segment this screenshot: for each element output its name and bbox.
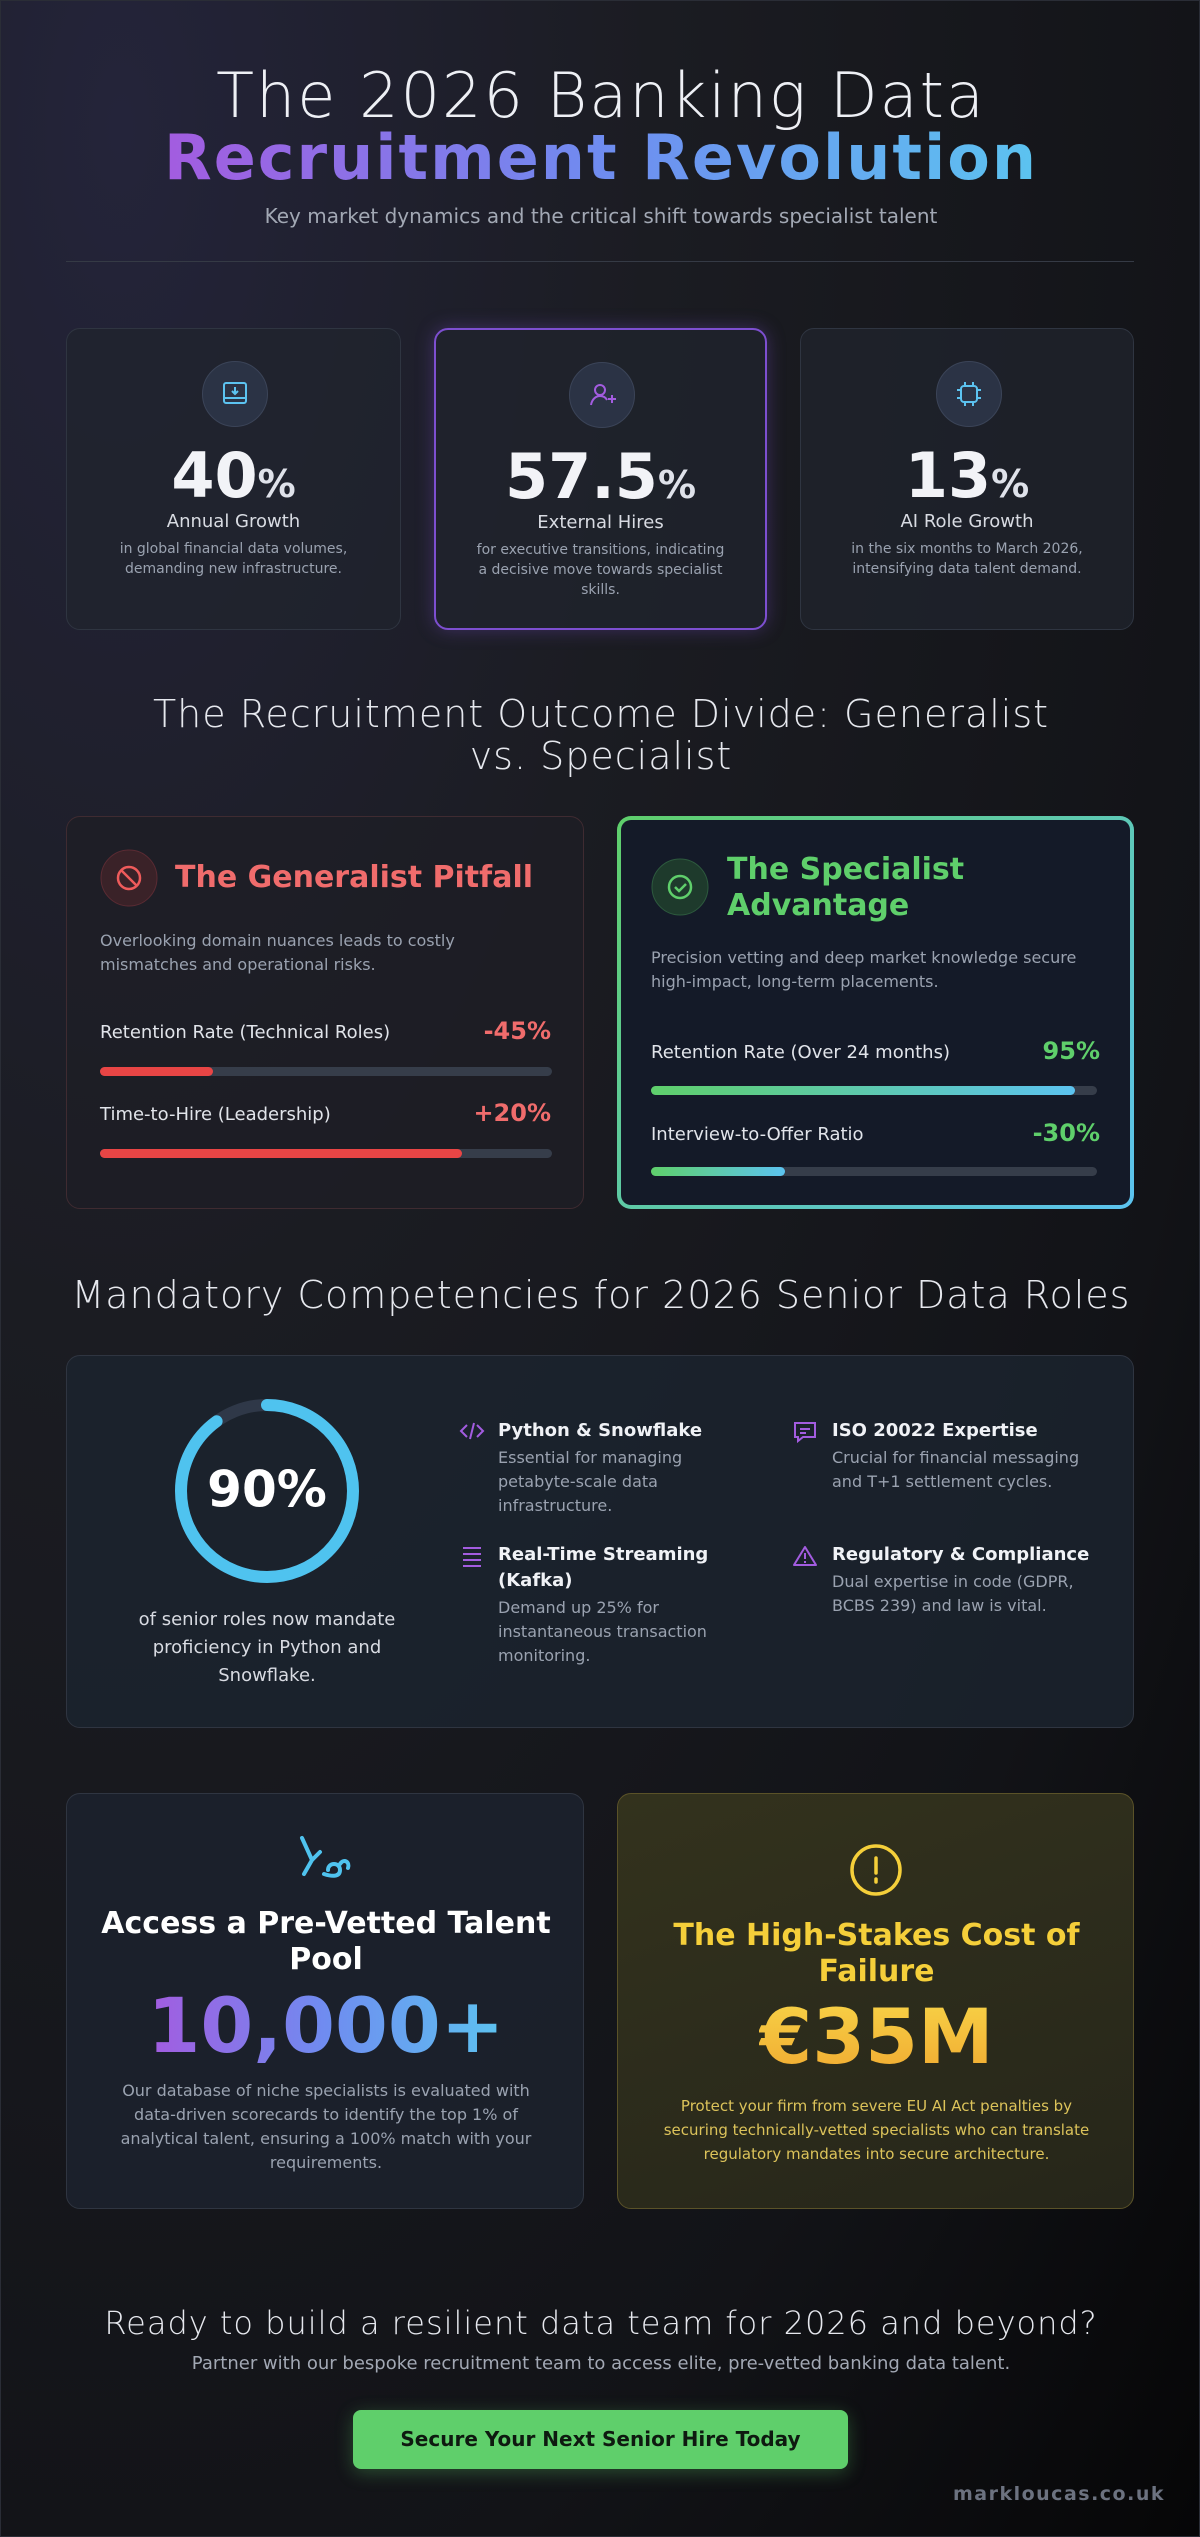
card-desc: Precision vetting and deep market knowle… <box>651 948 1077 991</box>
metric-value: +20% <box>473 1099 551 1127</box>
icon <box>794 1422 816 1444</box>
title-line: Recruitment Revolution <box>164 121 1038 194</box>
item-desc: Dual expertise in code (GDPR, BCBS 239) … <box>832 1572 1074 1615</box>
number: 40 <box>171 439 258 512</box>
cta-button[interactable]: Secure Your Next Senior Hire Today <box>353 2410 848 2469</box>
talent-number: 10,000+ <box>67 1981 585 2070</box>
item-title: Python & Snowflake <box>498 1420 703 1441</box>
metric-value: -30% <box>1032 1119 1100 1147</box>
divider <box>66 261 1134 262</box>
metric-label: Retention Rate (Over 24 months) <box>651 1042 950 1063</box>
unit: % <box>257 462 296 506</box>
item-title: ISO 20022 Expertise <box>832 1420 1038 1441</box>
number: 13 <box>904 439 992 512</box>
stat-value: 57.5% <box>436 440 765 513</box>
card-title: The Specialist Advantage <box>727 852 965 923</box>
bar <box>100 1067 213 1076</box>
card-title: The High-Stakes Cost of Failure <box>673 1918 1080 1989</box>
icon <box>793 1546 817 1566</box>
bar-track <box>100 1149 552 1158</box>
ring-caption: of senior roles now mandate proficiency … <box>138 1609 396 1686</box>
generalist-card: The Generalist Pitfall Overlooking domai… <box>66 816 584 1209</box>
metric-label: Retention Rate (Technical Roles) <box>100 1022 391 1043</box>
card-title: The Generalist Pitfall <box>175 860 534 895</box>
icon <box>202 361 268 427</box>
bar <box>651 1086 1075 1095</box>
ring-label: 90% <box>207 1461 327 1519</box>
subtitle: Key market dynamics and the critical shi… <box>264 204 938 228</box>
ring-chart: 90% <box>175 1399 359 1583</box>
unit: % <box>991 462 1030 506</box>
card-title: Access a Pre-Vetted Talent Pool <box>101 1906 551 1977</box>
stat-desc: in global financial data volumes, demand… <box>119 541 348 577</box>
stat-desc: for executive transitions, indicating a … <box>476 542 725 598</box>
icon <box>569 362 635 428</box>
bar-track <box>651 1086 1097 1095</box>
stat-card: 40% Annual Growth in global financial da… <box>66 328 401 630</box>
metric-value: 95% <box>1042 1037 1100 1065</box>
stat-value: 40% <box>67 439 400 512</box>
title: The 2026 Banking Data <box>216 59 986 132</box>
stat-desc: in the six months to March 2026, intensi… <box>851 541 1083 577</box>
item-desc: Crucial for financial messaging and T+1 … <box>832 1448 1080 1491</box>
footer: markloucas.co.uk <box>952 2483 1165 2505</box>
bar-track <box>100 1067 552 1076</box>
item-desc: Demand up 25% for instantaneous transact… <box>498 1598 707 1665</box>
metric-value: -45% <box>483 1017 551 1045</box>
stat-card: 57.5% External Hires for executive trans… <box>434 328 767 630</box>
cta-title: Ready to build a resilient data team for… <box>104 2304 1098 2342</box>
ring-arc <box>175 1399 359 1583</box>
icon <box>463 1547 481 1567</box>
metric-label: Time-to-Hire (Leadership) <box>100 1104 331 1125</box>
item-desc: Essential for managing petabyte-scale da… <box>498 1448 683 1515</box>
stat-value: 13% <box>801 439 1133 512</box>
big-number: €35M <box>759 1992 994 2081</box>
metric-label: Interview-to-Offer Ratio <box>651 1124 864 1145</box>
card-desc: Overlooking domain nuances leads to cost… <box>100 931 455 974</box>
stat-label: External Hires <box>537 512 664 533</box>
item-title: Regulatory & Compliance <box>832 1544 1090 1565</box>
cost-number: €35M <box>618 1992 1135 2081</box>
card-desc: Protect your firm from severe EU AI Act … <box>663 2097 1090 2163</box>
talent-card: Access a Pre-Vetted Talent Pool 10,000+ … <box>66 1793 584 2209</box>
number: 57.5 <box>504 440 658 513</box>
cost-card: The High-Stakes Cost of Failure €35M Pro… <box>617 1793 1134 2209</box>
stat-label: Annual Growth <box>166 511 301 532</box>
bar <box>651 1167 785 1176</box>
section-title: Mandatory Competencies for 2026 Senior D… <box>71 1273 1131 1317</box>
card-desc: Our database of niche specialists is eva… <box>120 2081 532 2172</box>
unit: % <box>657 463 697 507</box>
icon <box>850 1844 902 1896</box>
title-highlight: Recruitment Revolution <box>1 121 1200 194</box>
section-title: The Recruitment Outcome Divide: Generali… <box>152 692 1050 778</box>
icon <box>651 858 709 916</box>
cta-subtitle: Partner with our bespoke recruitment tea… <box>191 2353 1011 2374</box>
big-number: 10,000+ <box>147 1981 505 2070</box>
bar-track <box>651 1167 1097 1176</box>
item-title: Real-Time Streaming (Kafka) <box>498 1544 709 1591</box>
stat-label: AI Role Growth <box>900 511 1034 532</box>
competency-card: 90% of senior roles now mandate proficie… <box>66 1355 1134 1728</box>
stat-card: 13% AI Role Growth in the six months to … <box>800 328 1134 630</box>
icon <box>100 849 158 907</box>
icon <box>300 1836 351 1878</box>
specialist-card: The Specialist Advantage Precision vetti… <box>617 816 1134 1209</box>
icon <box>936 361 1002 427</box>
bar <box>100 1149 462 1158</box>
icon <box>459 1422 485 1440</box>
